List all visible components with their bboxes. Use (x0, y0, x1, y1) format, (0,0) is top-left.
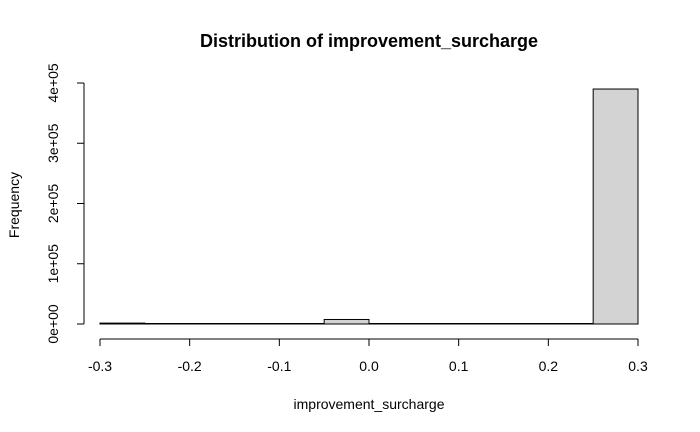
x-tick-label: 0.2 (539, 358, 559, 374)
histogram-bar (234, 323, 280, 325)
x-tick-label: -0.3 (88, 358, 112, 374)
histogram-bar (458, 323, 504, 325)
histogram-bar (592, 88, 639, 325)
histogram-bar (144, 323, 191, 325)
x-tick-label: -0.2 (178, 358, 202, 374)
x-tick-label: 0.3 (628, 358, 648, 374)
x-axis: -0.3 -0.2 -0.1 0.0 0.1 0.2 0.3 (88, 338, 648, 374)
y-tick-label: 2e+05 (45, 184, 61, 224)
histogram-bar (413, 323, 460, 325)
y-tick-label: 0e+00 (45, 304, 61, 344)
histogram-bar (368, 323, 415, 325)
y-axis-label: Frequency (6, 172, 22, 238)
histogram-bar (547, 323, 594, 325)
y-tick-label: 4e+05 (45, 63, 61, 103)
histogram-bar (323, 318, 370, 325)
y-tick-label: 1e+05 (45, 244, 61, 284)
bars-group (99, 88, 639, 325)
histogram-bar (99, 322, 146, 325)
x-tick-label: 0.1 (449, 358, 469, 374)
chart-title: Distribution of improvement_surcharge (200, 31, 538, 51)
y-axis: 0e+00 1e+05 2e+05 3e+05 4e+05 (45, 63, 85, 344)
histogram-bar (503, 323, 549, 325)
histogram-bar (189, 323, 236, 325)
x-tick-label: -0.1 (267, 358, 291, 374)
y-tick-label: 3e+05 (45, 123, 61, 163)
x-tick-label: 0.0 (359, 358, 379, 374)
histogram-bar (278, 323, 325, 325)
x-axis-label: improvement_surcharge (294, 396, 445, 412)
